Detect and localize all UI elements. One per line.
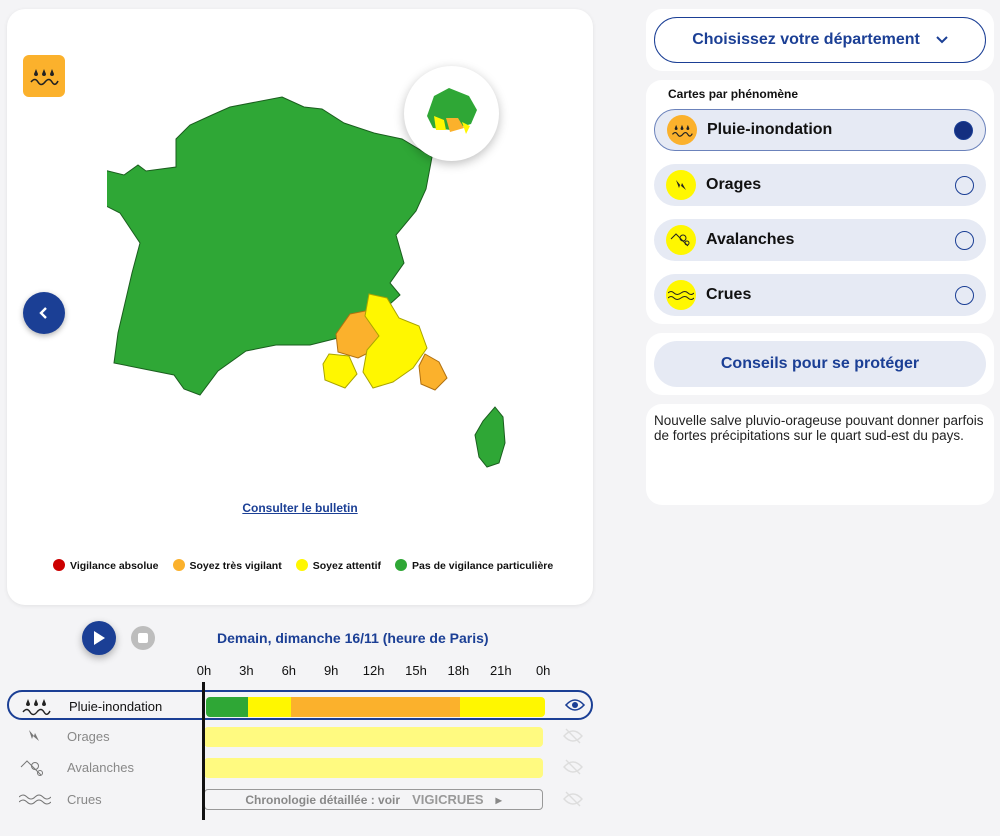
phenomena-title: Cartes par phénomène <box>668 87 799 101</box>
department-select-label: Choisissez votre département <box>692 31 920 48</box>
avalanche-icon <box>666 225 696 255</box>
legend-label: Soyez attentif <box>312 560 381 572</box>
hour-tick-label: 3h <box>239 663 254 678</box>
time-cursor[interactable] <box>202 682 205 820</box>
vigicrues-link[interactable]: Chronologie détaillée : voir VIGICRUES ▸ <box>204 789 543 810</box>
timeline-bar <box>206 697 545 717</box>
phenomena-card: Cartes par phénomène Pluie-inondation Or… <box>646 80 994 324</box>
timeline-row-orages[interactable]: Orages <box>7 722 593 752</box>
legend-label: Vigilance absolue <box>70 560 159 572</box>
overseas-inset-map[interactable] <box>404 66 499 161</box>
phenomenon-crues[interactable]: Crues <box>654 274 986 316</box>
radio[interactable] <box>955 285 974 305</box>
phenomenon-label: Avalanches <box>706 231 795 248</box>
map-region-yellow[interactable] <box>322 293 428 389</box>
legend-label: Pas de vigilance particulière <box>411 560 554 572</box>
chevron-down-icon <box>936 36 948 44</box>
radio-selected[interactable] <box>954 120 973 140</box>
hour-tick-label: 18h <box>447 663 470 678</box>
eye-off-icon[interactable] <box>563 791 583 812</box>
timeline-segment <box>204 727 543 747</box>
conseils-button[interactable]: Conseils pour se protéger <box>654 341 986 387</box>
play-icon <box>94 631 105 645</box>
phenomenon-orages[interactable]: Orages <box>654 164 986 206</box>
legend-item: Soyez très vigilant <box>172 559 282 572</box>
timeline-segment <box>204 758 543 778</box>
radio[interactable] <box>955 230 974 250</box>
description-card: Nouvelle salve pluvio-orageuse pouvant d… <box>646 404 994 505</box>
bulletin-link[interactable]: Consulter le bulletin <box>242 501 358 515</box>
timeline-bar <box>204 727 543 747</box>
eye-off-icon[interactable] <box>563 759 583 780</box>
hour-tick-label: 15h <box>405 663 427 678</box>
legend-item: Pas de vigilance particulière <box>394 559 554 572</box>
avalanche-icon <box>19 757 49 784</box>
hour-tick-label: 12h <box>362 663 385 678</box>
hour-tick-label: 21h <box>489 663 512 678</box>
radio[interactable] <box>955 175 974 195</box>
timeline-row-avalanches[interactable]: Avalanches <box>7 753 593 783</box>
legend-green-dot <box>394 559 407 571</box>
timeline-day-title: Demain, dimanche 16/11 (heure de Paris) <box>217 630 489 646</box>
hour-tick-label: 9h <box>323 663 339 678</box>
triangle-right-icon: ▸ <box>495 792 502 807</box>
corsica[interactable] <box>474 406 506 468</box>
lightning-icon <box>19 726 49 751</box>
previous-day-button[interactable] <box>23 292 65 334</box>
rain-flood-badge-icon <box>23 55 65 97</box>
timeline-segment <box>206 697 249 717</box>
waves-icon <box>666 280 696 310</box>
phenomenon-avalanches[interactable]: Avalanches <box>654 219 986 261</box>
rain-flood-icon <box>667 115 697 145</box>
phenomenon-pluie-inondation[interactable]: Pluie-inondation <box>654 109 986 151</box>
lightning-icon <box>666 170 696 200</box>
phenomenon-label: Crues <box>706 286 752 303</box>
hour-tick-label: 6h <box>281 663 297 678</box>
chevron-left-icon <box>39 307 47 319</box>
row-label: Pluie-inondation <box>69 699 163 714</box>
waves-icon <box>18 789 52 814</box>
map-card: Consulter le bulletin Vigilance absolue … <box>7 9 593 605</box>
row-label: Crues <box>67 792 102 807</box>
phenomenon-label: Orages <box>706 176 762 193</box>
vigicrues-logo: VIGICRUES <box>412 792 484 807</box>
legend-red-dot <box>53 559 65 571</box>
timeline-bar <box>204 758 543 778</box>
hour-tick-label: 0h <box>196 663 212 678</box>
timeline-row-crues[interactable]: Crues Chronologie détaillée : voir VIGICR… <box>7 785 593 815</box>
play-button[interactable] <box>82 621 116 655</box>
legend-orange-dot <box>172 559 185 571</box>
department-card: Choisissez votre département <box>646 9 994 71</box>
france-map[interactable] <box>107 89 507 469</box>
stop-icon <box>138 633 148 643</box>
timeline-segment <box>248 697 291 717</box>
row-label: Orages <box>67 729 110 744</box>
legend-item: Soyez attentif <box>295 559 381 572</box>
timeline-segment <box>290 697 461 717</box>
conseils-card: Conseils pour se protéger <box>646 333 994 395</box>
timeline-segment <box>460 697 545 717</box>
stop-button[interactable] <box>131 626 155 650</box>
legend-yellow-dot <box>295 559 308 571</box>
chrono-text: Chronologie détaillée : voir <box>245 792 401 807</box>
map-region-orange[interactable] <box>418 353 448 391</box>
eye-off-icon[interactable] <box>563 728 583 749</box>
hour-tick-label: 0h <box>535 663 551 678</box>
map-legend: Vigilance absolue Soyez très vigilant So… <box>53 559 553 572</box>
row-label: Avalanches <box>67 760 134 775</box>
department-select[interactable]: Choisissez votre département <box>654 17 986 63</box>
eye-icon[interactable] <box>564 698 586 717</box>
legend-item: Vigilance absolue <box>53 559 159 572</box>
rain-flood-icon <box>21 696 51 721</box>
phenomenon-label: Pluie-inondation <box>707 121 833 138</box>
legend-label: Soyez très vigilant <box>189 560 282 572</box>
timeline-row-pluie-inondation[interactable]: Pluie-inondation <box>7 690 593 720</box>
description-text: Nouvelle salve pluvio-orageuse pouvant d… <box>654 413 984 443</box>
